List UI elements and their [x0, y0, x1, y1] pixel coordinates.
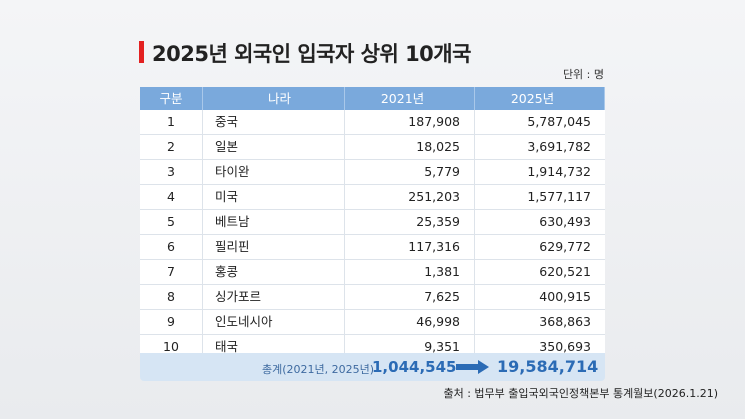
- table: 구분 나라 2021년 2025년 1 중국 187,908 5,787,045 2 일본 18,0…: [140, 87, 605, 360]
- total-label: 총계(2021년, 2025년): [262, 363, 375, 376]
- total-2025: 19,584,714: [497, 357, 599, 376]
- table-cell: 5,779: [345, 160, 475, 184]
- table-cell: 117,316: [345, 235, 475, 259]
- table-cell: 46,998: [345, 310, 475, 334]
- table-row: 7 홍콩 1,381 620,521: [140, 260, 605, 285]
- table-row: 2 일본 18,025 3,691,782: [140, 135, 605, 160]
- table-cell: 2: [140, 135, 203, 159]
- table-cell: 5: [140, 210, 203, 234]
- table-cell: 630,493: [539, 214, 591, 229]
- table-row: 9 인도네시아 46,998 368,863: [140, 310, 605, 335]
- column-header: 2025년: [475, 87, 605, 110]
- table-cell: 미국: [203, 185, 345, 209]
- table-cell: 일본: [203, 135, 345, 159]
- table-cell: 베트남: [203, 210, 345, 234]
- table-row: 3 타이완 5,779 1,914,732: [140, 160, 605, 185]
- table-cell: 350,693: [539, 339, 591, 354]
- table-cell: 타이완: [203, 160, 345, 184]
- table-cell: 1,381: [345, 260, 475, 284]
- table-cell: 4: [140, 185, 203, 209]
- table-cell: 25,359: [345, 210, 475, 234]
- table-cell: 태국: [203, 335, 345, 359]
- table-cell: 18,025: [345, 135, 475, 159]
- table-cell: 중국: [203, 110, 345, 134]
- table-cell: 싱가포르: [203, 285, 345, 309]
- column-header: 2021년: [345, 87, 475, 110]
- title: 2025년 외국인 입국자 상위 10개국: [152, 42, 471, 66]
- column-header: 구분: [140, 87, 203, 110]
- title-marker: [139, 41, 144, 63]
- table-cell: 629,772: [539, 239, 591, 254]
- table-row: 4 미국 251,203 1,577,117: [140, 185, 605, 210]
- table-cell: 9: [140, 310, 203, 334]
- table-cell: 400,915: [539, 289, 591, 304]
- table-cell: 3: [140, 160, 203, 184]
- table-row: 8 싱가포르 7,625 400,915: [140, 285, 605, 310]
- table-cell: 1: [140, 110, 203, 134]
- table-cell: 필리핀: [203, 235, 345, 259]
- table-cell: 8: [140, 285, 203, 309]
- table-cell: 1,577,117: [527, 189, 591, 204]
- table-row: 5 베트남 25,359 630,493: [140, 210, 605, 235]
- table-cell: 3,691,782: [527, 139, 591, 154]
- source-note: 출처 : 법무부 출입국외국인정책본부 통계월보(2026.1.21): [443, 387, 718, 400]
- arrow-icon: [456, 360, 489, 374]
- column-header: 나라: [203, 87, 345, 110]
- table-cell: 251,203: [345, 185, 475, 209]
- table-cell: 7,625: [345, 285, 475, 309]
- unit-note: 단위 : 명: [562, 68, 604, 81]
- table-cell: 6: [140, 235, 203, 259]
- table-cell: 1,914,732: [527, 164, 591, 179]
- table-row: 1 중국 187,908 5,787,045: [140, 110, 605, 135]
- table-cell: 368,863: [539, 314, 591, 329]
- header-row: 구분 나라 2021년 2025년: [140, 87, 605, 110]
- table-cell: 인도네시아: [203, 310, 345, 334]
- table-cell: 5,787,045: [527, 114, 591, 129]
- total-2021: 1,044,545: [372, 358, 457, 376]
- table-cell: 홍콩: [203, 260, 345, 284]
- table-cell: 7: [140, 260, 203, 284]
- table-cell: 9,351: [345, 335, 475, 359]
- table-cell: 187,908: [345, 110, 475, 134]
- table-cell: 10: [140, 335, 203, 359]
- total-row: 총계(2021년, 2025년) 1,044,545 19,584,714: [140, 353, 605, 381]
- arrow-shape: [456, 360, 489, 374]
- table-row: 6 필리핀 117,316 629,772: [140, 235, 605, 260]
- table-cell: 620,521: [539, 264, 591, 279]
